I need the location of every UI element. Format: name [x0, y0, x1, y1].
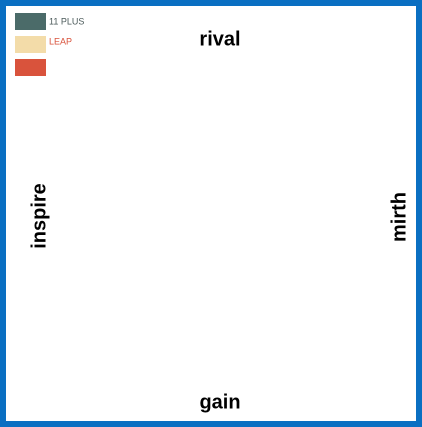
top-label: rival	[199, 28, 240, 50]
left-label: inspire	[28, 183, 50, 249]
legend-swatch	[15, 59, 46, 76]
legend-swatch	[15, 13, 46, 30]
legend-swatch	[15, 36, 46, 53]
legend-label: 11 PLUS	[49, 16, 84, 26]
right-label: mirth	[388, 192, 410, 242]
legend: 11 PLUS LEAP	[15, 13, 84, 76]
bottom-label: gain	[199, 391, 240, 413]
legend-label: LEAP	[49, 36, 72, 46]
